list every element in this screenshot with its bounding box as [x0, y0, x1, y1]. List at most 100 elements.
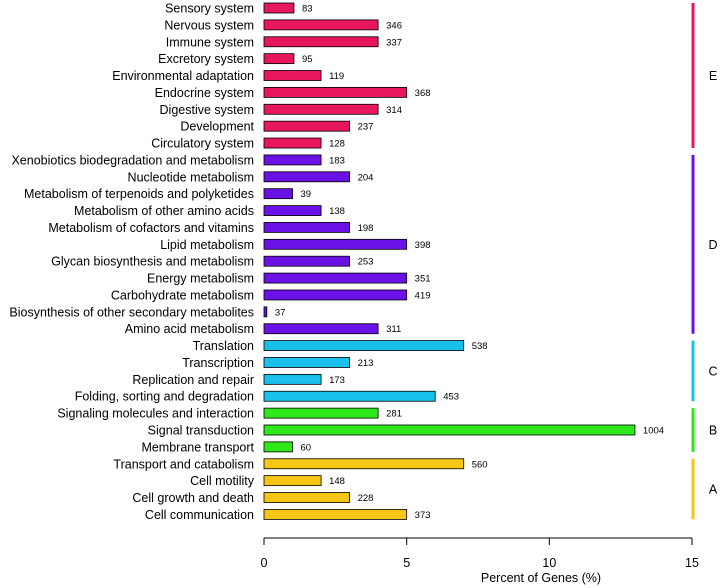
value-label: 398 [415, 240, 431, 251]
category-label: Folding, sorting and degradation [75, 390, 254, 404]
value-label: 237 [358, 122, 374, 133]
category-label: Cell growth and death [132, 491, 254, 505]
value-label: 419 [415, 290, 431, 301]
bar [263, 255, 350, 267]
category-label: Digestive system [160, 103, 254, 117]
bar [263, 306, 268, 318]
x-tick-label: 15 [685, 556, 699, 570]
bar [263, 137, 322, 149]
category-label: Transport and catabolism [113, 457, 254, 471]
bar [263, 424, 636, 436]
bar [263, 340, 465, 352]
bar [263, 36, 379, 48]
bar [263, 492, 350, 503]
category-label: Cell communication [145, 508, 254, 522]
category-label: Circulatory system [151, 137, 254, 151]
bar [263, 103, 379, 115]
value-label: 198 [358, 223, 374, 234]
category-label: Carbohydrate metabolism [111, 288, 254, 302]
x-axis-title: Percent of Genes (%) [481, 571, 601, 585]
category-label: Metabolism of terpenoids and polyketides [24, 187, 254, 201]
bar [263, 188, 293, 200]
x-tick-label: 0 [261, 556, 268, 570]
value-label: 538 [472, 341, 488, 352]
bar [263, 289, 408, 301]
value-label: 204 [358, 172, 374, 183]
group-brackets: E D C B A [691, 3, 718, 520]
value-label: 39 [301, 189, 312, 200]
group-label: C [708, 364, 717, 378]
bar [263, 323, 379, 335]
bar [263, 2, 295, 14]
bar [263, 441, 293, 453]
value-label: 1004 [643, 426, 664, 437]
category-labels: Sensory system Nervous system Immune syste… [9, 2, 254, 522]
bar [263, 19, 379, 31]
bar [263, 458, 465, 470]
value-label: 213 [358, 358, 374, 369]
category-label: Signal transduction [148, 424, 254, 438]
category-label: Endocrine system [155, 86, 254, 100]
bar [263, 272, 408, 284]
value-label: 183 [329, 155, 345, 166]
x-tick-label: 5 [403, 556, 410, 570]
value-label: 228 [358, 493, 374, 504]
category-label: Amino acid metabolism [125, 322, 254, 336]
value-label: 173 [329, 375, 345, 386]
value-label: 60 [301, 442, 312, 453]
group-label: B [709, 424, 717, 438]
value-label: 373 [415, 510, 431, 521]
category-label: Transcription [182, 356, 254, 370]
category-label: Cell motility [190, 474, 255, 488]
bar [263, 357, 350, 368]
category-label: Biosynthesis of other secondary metaboli… [9, 305, 254, 319]
bar [263, 222, 350, 233]
value-label: 83 [302, 4, 313, 15]
category-label: Excretory system [158, 52, 254, 66]
bar [263, 53, 295, 65]
value-labels: 83 346 337 95 119 368 314 237 128 183 204 39 138 198 3… [275, 4, 664, 521]
category-label: Lipid metabolism [160, 238, 254, 252]
value-label: 119 [329, 71, 344, 82]
bar [263, 205, 322, 216]
bar [263, 407, 379, 419]
bars-layer [263, 2, 636, 520]
category-label: Immune system [166, 35, 254, 49]
x-axis: 0 5 10 15 Percent of Genes (%) [261, 537, 699, 585]
value-label: 368 [415, 88, 431, 99]
category-label: Translation [193, 339, 254, 353]
group-label: A [709, 483, 718, 497]
value-label: 311 [386, 324, 401, 335]
value-label: 337 [386, 37, 402, 48]
category-label: Nucleotide metabolism [128, 170, 254, 184]
category-label: Energy metabolism [147, 272, 254, 286]
value-label: 560 [472, 459, 488, 470]
bar [263, 154, 322, 166]
value-label: 453 [443, 392, 459, 403]
category-label: Environmental adaptation [112, 69, 254, 83]
bar [263, 238, 408, 250]
category-label: Metabolism of other amino acids [74, 204, 254, 218]
category-label: Metabolism of cofactors and vitamins [48, 221, 254, 235]
x-ticks: 0 5 10 15 [261, 538, 699, 570]
value-label: 128 [329, 139, 345, 150]
value-label: 281 [386, 409, 402, 420]
value-label: 314 [386, 105, 402, 116]
category-label: Glycan biosynthesis and metabolism [51, 255, 254, 269]
value-label: 346 [386, 20, 402, 31]
group-label: E [709, 69, 717, 83]
value-label: 253 [358, 257, 374, 268]
bar [263, 508, 408, 520]
bar [263, 390, 436, 402]
category-label: Membrane transport [141, 440, 254, 454]
value-label: 148 [329, 476, 345, 487]
bar [263, 373, 322, 385]
category-label: Development [180, 120, 254, 134]
value-label: 351 [415, 274, 431, 285]
value-label: 95 [302, 54, 313, 65]
category-label: Signaling molecules and interaction [57, 407, 254, 421]
bar [263, 120, 350, 132]
group-label: D [708, 238, 717, 252]
value-label: 138 [329, 206, 345, 217]
